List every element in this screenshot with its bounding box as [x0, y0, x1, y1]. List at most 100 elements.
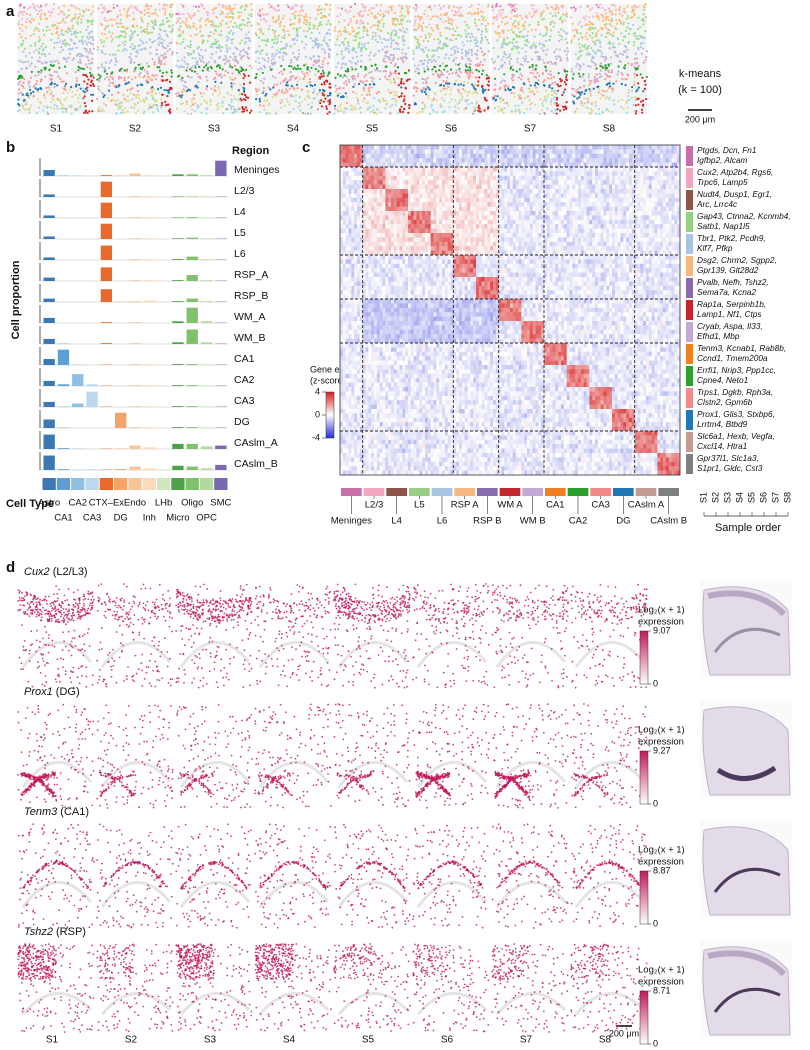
heatmap-cell: [609, 149, 613, 155]
cell-dot: [563, 88, 567, 91]
heatmap-cell: [532, 145, 536, 150]
cell-dot: [481, 84, 484, 88]
cell-dot: [220, 34, 223, 37]
bar: [143, 259, 155, 260]
bar: [172, 406, 184, 407]
cell-dot: [318, 55, 321, 58]
cell-dot: [149, 46, 152, 49]
heatmap-cell: [498, 153, 502, 159]
cell-dot: [143, 110, 146, 113]
cell-dot: [494, 83, 497, 86]
cell-dot: [170, 53, 174, 56]
cell-dot: [590, 102, 593, 105]
cell-dot: [348, 60, 351, 63]
heatmap-cell: [586, 153, 590, 159]
heatmap-cell: [430, 145, 434, 150]
cell-dot: [473, 90, 476, 94]
cell-dot: [199, 30, 202, 33]
cell-dot: [184, 80, 187, 83]
heatmap-cell: [408, 153, 412, 159]
bar: [200, 406, 213, 407]
heatmap-cell: [518, 145, 522, 150]
cell-dot: [238, 71, 241, 74]
cell-dot: [38, 56, 41, 59]
cell-dot: [78, 12, 82, 16]
cell-dot: [92, 5, 95, 8]
tissue-map: [491, 2, 570, 115]
cell-dot: [372, 7, 375, 10]
cell-dot: [178, 74, 181, 77]
cell-dot: [121, 49, 125, 52]
cell-dot: [32, 33, 35, 36]
cell-dot: [397, 4, 401, 7]
heatmap-cell: [345, 158, 349, 163]
cell-dot: [186, 66, 189, 69]
cell-dot: [451, 33, 454, 37]
heatmap-cell: [402, 158, 406, 163]
cell-dot: [117, 25, 120, 28]
cell-dot: [187, 63, 190, 66]
cell-dot: [84, 105, 87, 108]
cell-dot: [428, 88, 431, 91]
cell-dot: [599, 45, 602, 48]
cell-dot: [353, 29, 356, 32]
heatmap-cell: [405, 158, 409, 163]
cell-dot: [570, 6, 573, 9]
cell-dot: [468, 48, 471, 52]
cell-dot: [544, 25, 547, 28]
heatmap-cell: [422, 153, 426, 159]
cell-dot: [30, 56, 34, 59]
cell-dot: [481, 30, 484, 33]
cell-dot: [222, 96, 226, 99]
cell-dot: [205, 62, 209, 65]
cell-dot: [291, 6, 294, 9]
cell-dot: [225, 61, 228, 64]
cell-dot: [224, 54, 227, 58]
cell-dot: [199, 59, 203, 63]
heatmap-cell: [374, 153, 378, 159]
cell-dot: [637, 5, 640, 8]
bar: [186, 196, 198, 197]
cell-dot: [122, 93, 125, 97]
cell-dot: [418, 111, 421, 114]
cell-dot: [162, 19, 165, 22]
cell-dot: [627, 74, 630, 77]
cell-dot: [552, 25, 555, 28]
cell-dot: [581, 44, 584, 47]
heatmap-cell: [385, 153, 389, 159]
cell-dot: [286, 3, 289, 6]
heatmap-cell: [609, 145, 613, 150]
bar: [172, 427, 184, 428]
cell-dot: [185, 103, 188, 106]
bar: [43, 236, 55, 239]
heatmap-cell: [546, 145, 550, 150]
cell-dot: [547, 72, 550, 76]
cell-dot: [154, 23, 157, 26]
cell-dot: [440, 97, 443, 100]
cell-dot: [264, 94, 267, 97]
heatmap-cell: [351, 158, 355, 163]
cell-dot: [402, 43, 406, 46]
cell-dot: [414, 9, 417, 12]
cell-dot: [400, 5, 403, 8]
cell-dot: [535, 9, 538, 12]
cell-dot: [274, 76, 277, 79]
cell-dot: [277, 4, 280, 7]
cell-dot: [273, 8, 277, 11]
bar: [200, 342, 213, 344]
cell-dot: [601, 6, 604, 9]
cell-dot: [394, 69, 397, 73]
heatmap-cell: [555, 158, 559, 163]
cell-dot: [300, 6, 303, 9]
heatmap-cell: [427, 158, 431, 163]
bar: [115, 412, 127, 428]
heatmap-cell: [402, 153, 406, 159]
cell-dot: [79, 106, 82, 109]
cell-dot: [528, 91, 532, 94]
cell-dot: [515, 7, 518, 10]
cell-dot: [228, 76, 231, 79]
heatmap-cell: [648, 145, 652, 150]
cell-dot: [367, 13, 370, 16]
cell-dot: [530, 102, 533, 105]
cell-dot: [643, 37, 646, 40]
